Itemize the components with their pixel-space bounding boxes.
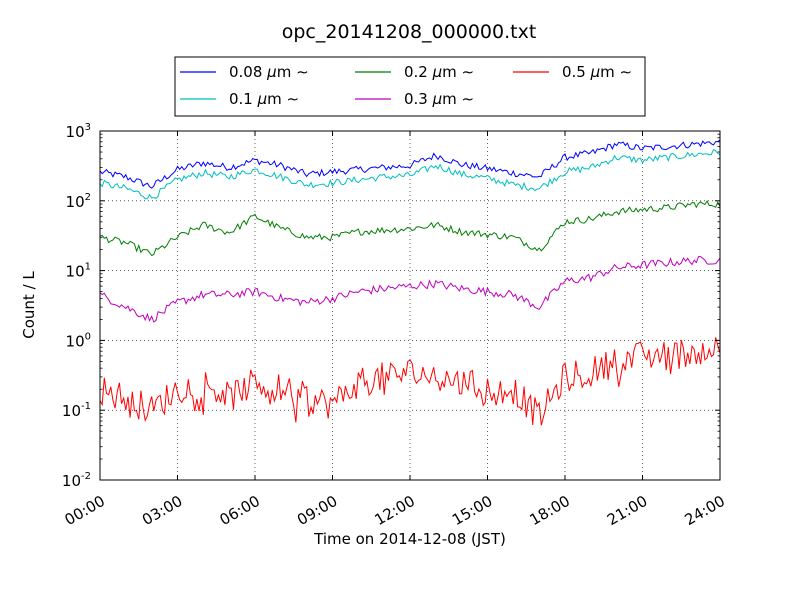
x-tick-label: 18:00: [527, 492, 573, 529]
series-lines: [99, 139, 721, 426]
x-tick-label: 09:00: [294, 492, 340, 529]
x-tick-label: 03:00: [139, 492, 185, 529]
y-tick-label: 10-1: [62, 401, 91, 420]
series-line: [99, 256, 721, 323]
chart-title: opc_20141208_000000.txt: [282, 21, 537, 43]
legend-label: 0.08 μm ∼: [229, 63, 309, 81]
y-axis-label: Count / L: [20, 271, 38, 339]
legend-box: [174, 56, 646, 117]
x-tick-label: 15:00: [449, 492, 495, 529]
x-tick-label: 21:00: [604, 492, 650, 529]
legend: 0.08 μm ∼ 0.1 μm ∼ 0.2 μm ∼ 0.3 μm ∼ 0.5 μm …: [174, 56, 646, 117]
legend-label: 0.2 μm ∼: [404, 63, 474, 81]
x-axis: 00:00 03:00 06:00 09:00 12:00 15:00 18:00 21:00…: [62, 131, 728, 529]
y-axis: 10-2 10-1 100 101 102 103: [62, 122, 720, 490]
series-line: [99, 139, 721, 189]
x-axis-label: Time on 2014-12-08 (JST): [313, 530, 506, 548]
series-line: [99, 199, 721, 257]
y-tick-label: 102: [66, 192, 91, 211]
x-tick-label: 24:00: [682, 492, 728, 529]
legend-label: 0.3 μm ∼: [404, 90, 474, 108]
y-tick-label: 100: [66, 331, 91, 350]
series-line: [99, 148, 721, 200]
series-line: [99, 337, 721, 426]
legend-label: 0.1 μm ∼: [229, 90, 299, 108]
legend-label: 0.5 μm ∼: [562, 63, 632, 81]
x-tick-label: 12:00: [372, 492, 418, 529]
y-tick-label: 101: [66, 262, 91, 281]
y-tick-label: 10-2: [62, 471, 91, 490]
x-tick-label: 06:00: [217, 492, 263, 529]
y-tick-label: 103: [66, 122, 91, 141]
x-tick-label: 00:00: [62, 492, 108, 529]
grid: [100, 131, 720, 480]
